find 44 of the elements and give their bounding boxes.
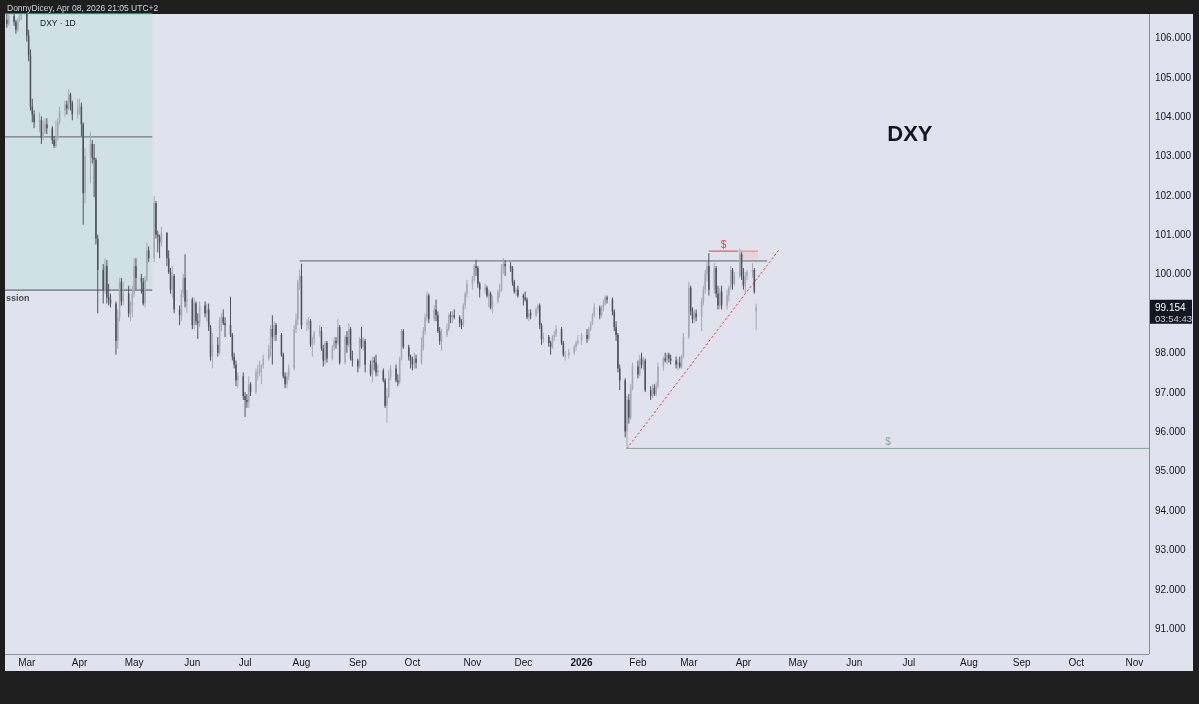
y-tick-label: 105.000 [1155, 71, 1192, 83]
x-tick-label: Jul [238, 657, 252, 668]
x-tick-label: Feb [629, 657, 647, 668]
y-tick-label: 94.000 [1155, 504, 1187, 516]
x-tick-label: May [124, 657, 144, 668]
y-tick-label: 100.000 [1155, 268, 1192, 280]
x-tick-label: Dec [514, 657, 533, 668]
y-tick-label: 98.000 [1155, 347, 1187, 359]
text: 99.154 [1155, 301, 1187, 313]
y-tick-label: 106.000 [1155, 32, 1192, 44]
series-label: $ [720, 238, 727, 250]
x-tick-label: Jul [902, 657, 916, 668]
x-tick-label: Oct [404, 657, 421, 668]
series-label: $ [885, 435, 892, 447]
text: DonnyDicey, Apr 08, 2026 21:05 UTC+2 [7, 2, 159, 13]
x-tick-label: Oct [1068, 657, 1085, 668]
text: DXY [887, 120, 933, 146]
y-tick-label: 102.000 [1155, 189, 1192, 201]
y-tick-label: 93.000 [1155, 544, 1187, 556]
x-tick-label: Nov [463, 657, 482, 668]
x-tick-label: 2026 [570, 657, 594, 668]
x-tick-label: Mar [680, 657, 699, 668]
x-tick-label: Nov [1125, 657, 1144, 668]
y-tick-label: 95.000 [1155, 465, 1187, 477]
x-tick-label: Jun [184, 657, 201, 668]
y-tick-label: 91.000 [1155, 622, 1187, 634]
y-tick-label: 104.000 [1155, 110, 1192, 122]
x-tick-label: Jun [846, 657, 863, 668]
x-tick-label: Mar [18, 657, 37, 668]
annotation: DXY · 1D [40, 18, 76, 28]
y-tick-label: 92.000 [1155, 583, 1187, 595]
x-tick-label: Aug [960, 657, 978, 668]
x-tick-label: Sep [1012, 657, 1032, 668]
x-tick-label: Apr [71, 657, 89, 668]
series-label: ssion [6, 293, 30, 304]
x-tick-label: Apr [735, 657, 752, 668]
x-tick-label: Sep [348, 657, 368, 668]
text: 03:54:43 [1155, 312, 1192, 324]
y-tick-label: 101.000 [1155, 229, 1192, 241]
x-tick-label: Aug [292, 657, 311, 668]
y-tick-label: 96.000 [1155, 425, 1187, 437]
y-tick-label: 97.000 [1155, 386, 1187, 398]
x-tick-label: May [788, 657, 808, 668]
y-tick-label: 103.000 [1155, 150, 1192, 162]
